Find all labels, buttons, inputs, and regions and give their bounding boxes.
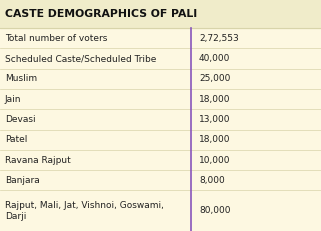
Text: 2,72,553: 2,72,553: [199, 34, 239, 43]
Bar: [0, 0, 321, 28]
Text: 18,000: 18,000: [199, 135, 230, 144]
Text: Darji: Darji: [5, 212, 26, 221]
Text: 13,000: 13,000: [199, 115, 230, 124]
Text: CASTE DEMOGRAPHICS OF PALI: CASTE DEMOGRAPHICS OF PALI: [5, 9, 197, 19]
Bar: [0, 69, 321, 89]
Text: Banjara: Banjara: [5, 176, 39, 185]
Text: Devasi: Devasi: [5, 115, 35, 124]
Text: Total number of voters: Total number of voters: [5, 34, 107, 43]
Bar: [0, 150, 321, 170]
Text: Muslim: Muslim: [5, 74, 37, 83]
Text: 8,000: 8,000: [199, 176, 225, 185]
Text: Jain: Jain: [5, 95, 21, 104]
Bar: [0, 130, 321, 150]
Text: 80,000: 80,000: [199, 206, 230, 215]
Bar: [0, 190, 321, 231]
Bar: [0, 109, 321, 130]
Text: Ravana Rajput: Ravana Rajput: [5, 155, 71, 164]
Text: Scheduled Caste/Scheduled Tribe: Scheduled Caste/Scheduled Tribe: [5, 54, 156, 63]
Text: 40,000: 40,000: [199, 54, 230, 63]
Bar: [0, 89, 321, 109]
Bar: [0, 170, 321, 190]
Text: 25,000: 25,000: [199, 74, 230, 83]
Text: Patel: Patel: [5, 135, 27, 144]
Bar: [0, 28, 321, 49]
Text: 18,000: 18,000: [199, 95, 230, 104]
Bar: [0, 49, 321, 69]
Text: Rajput, Mali, Jat, Vishnoi, Goswami,: Rajput, Mali, Jat, Vishnoi, Goswami,: [5, 201, 164, 210]
Text: 10,000: 10,000: [199, 155, 230, 164]
